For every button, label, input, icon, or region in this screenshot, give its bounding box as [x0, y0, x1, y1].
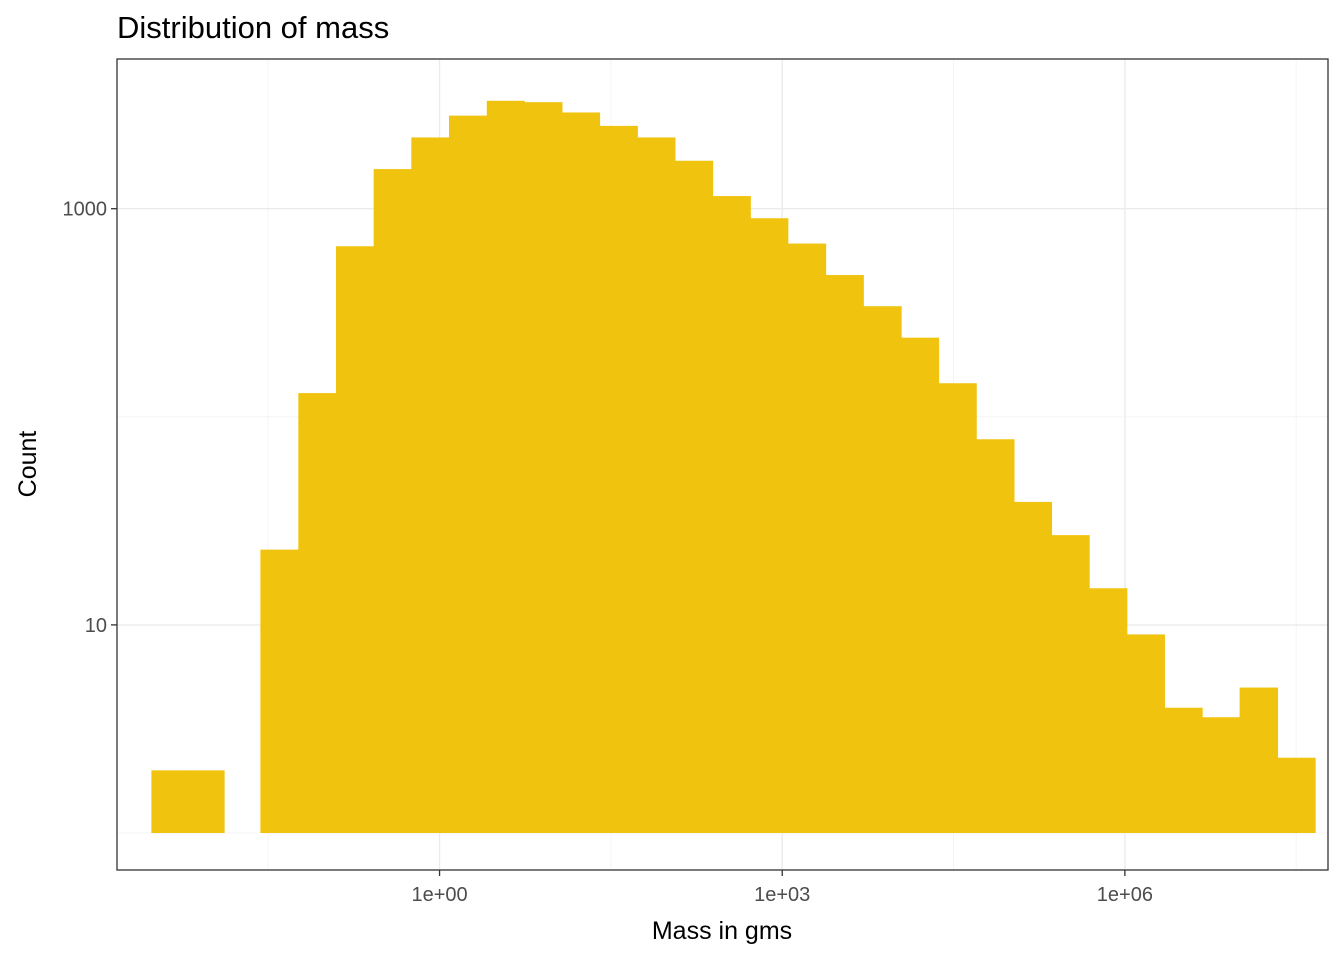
histogram-bar: [599, 125, 638, 834]
histogram-bars: [151, 100, 1316, 834]
histogram-bar: [750, 218, 789, 833]
x-tick-label: 1e+06: [1097, 884, 1153, 906]
histogram-bar: [298, 393, 337, 833]
histogram-bar: [787, 243, 827, 833]
histogram-bar: [1164, 707, 1203, 833]
histogram-bar: [449, 115, 488, 834]
histogram-bar: [901, 337, 940, 833]
y-axis-title: Count: [14, 431, 42, 498]
y-tick-label: 1000: [63, 199, 108, 221]
histogram-bar: [938, 383, 977, 833]
x-tick-label: 1e+00: [411, 884, 467, 906]
histogram-bar: [336, 246, 375, 834]
histogram-bar: [712, 196, 751, 833]
histogram-bar: [1277, 757, 1316, 833]
histogram-bar: [1202, 717, 1241, 833]
histogram-bar: [151, 770, 187, 833]
histogram-bar: [637, 137, 676, 833]
x-axis: 1e+00 1e+03 1e+06: [411, 870, 1153, 906]
histogram-bar: [373, 169, 412, 834]
histogram-bar: [260, 549, 299, 833]
histogram-bar: [1239, 687, 1279, 833]
x-axis-title: Mass in gms: [652, 917, 792, 945]
histogram-bar: [863, 306, 902, 833]
histogram-bar: [185, 770, 225, 833]
histogram-bar: [1126, 634, 1165, 833]
y-axis: 10 1000: [63, 199, 117, 637]
y-tick-label: 10: [85, 615, 107, 637]
histogram-bar: [486, 100, 525, 834]
histogram-bar: [1014, 501, 1053, 833]
x-tick-label: 1e+03: [754, 884, 810, 906]
histogram-bar: [1051, 535, 1090, 833]
plot-border: [116, 58, 1329, 871]
histogram-bar: [561, 112, 601, 833]
chart-title: Distribution of mass: [117, 10, 390, 45]
histogram-bar: [411, 137, 450, 833]
histogram-bar: [524, 102, 563, 834]
histogram-bar: [976, 439, 1015, 833]
histogram-bar: [825, 275, 864, 833]
histogram-bar: [1089, 588, 1128, 833]
histogram-bar: [674, 160, 714, 834]
